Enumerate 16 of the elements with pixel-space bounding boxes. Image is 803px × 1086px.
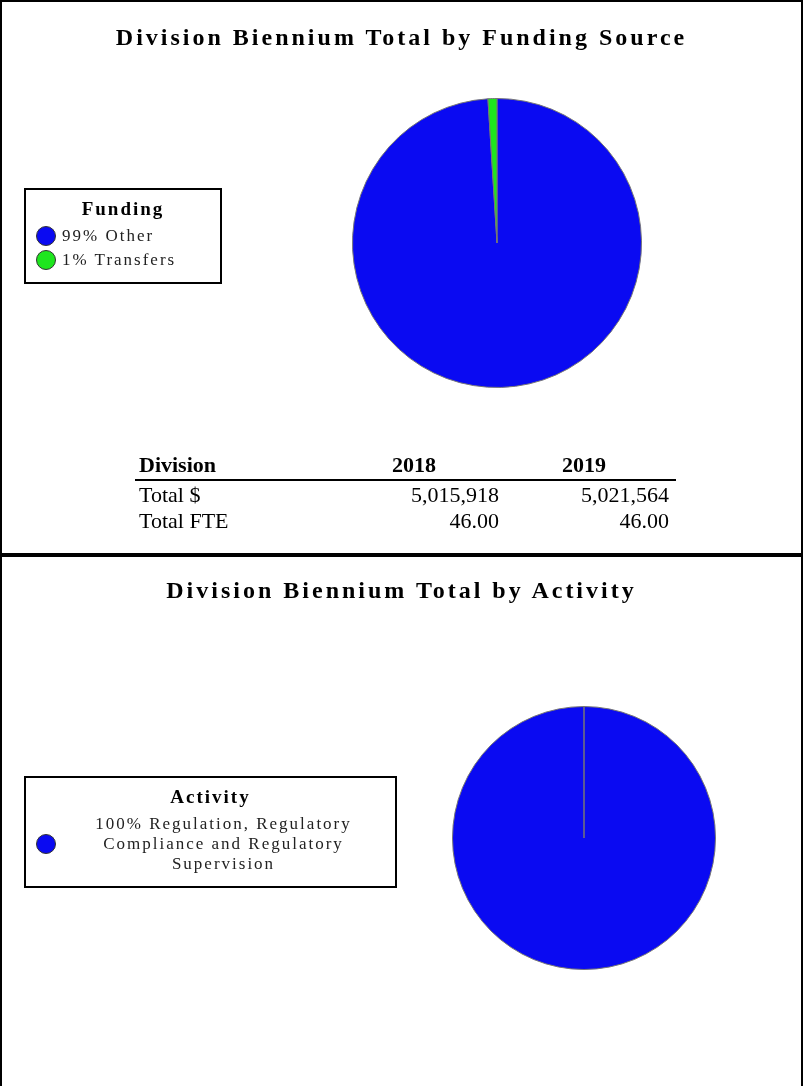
text: 2019 bbox=[562, 452, 606, 478]
text: 46.00 bbox=[449, 508, 499, 534]
legend-label: 100% Regulation, Regulatory Compliance and Regulatory Supervision bbox=[94, 814, 353, 874]
chart-title: Division Biennium Total by Activity bbox=[165, 577, 638, 604]
chart-title: Division Biennium Total by Funding Source bbox=[114, 24, 689, 51]
text: 5,015,918 bbox=[411, 482, 499, 508]
legend-title: Funding bbox=[80, 198, 166, 220]
legend-title: Activity bbox=[169, 786, 252, 808]
text: 5,021,564 bbox=[581, 482, 669, 508]
text: Total $ bbox=[139, 482, 201, 508]
legend-label: 99% Other bbox=[62, 226, 155, 246]
text: 46.00 bbox=[619, 508, 669, 534]
text: 2018 bbox=[392, 452, 436, 478]
text: Division bbox=[139, 452, 217, 478]
text: Total FTE bbox=[139, 508, 229, 534]
legend-label: 1% Transfers bbox=[62, 250, 177, 270]
